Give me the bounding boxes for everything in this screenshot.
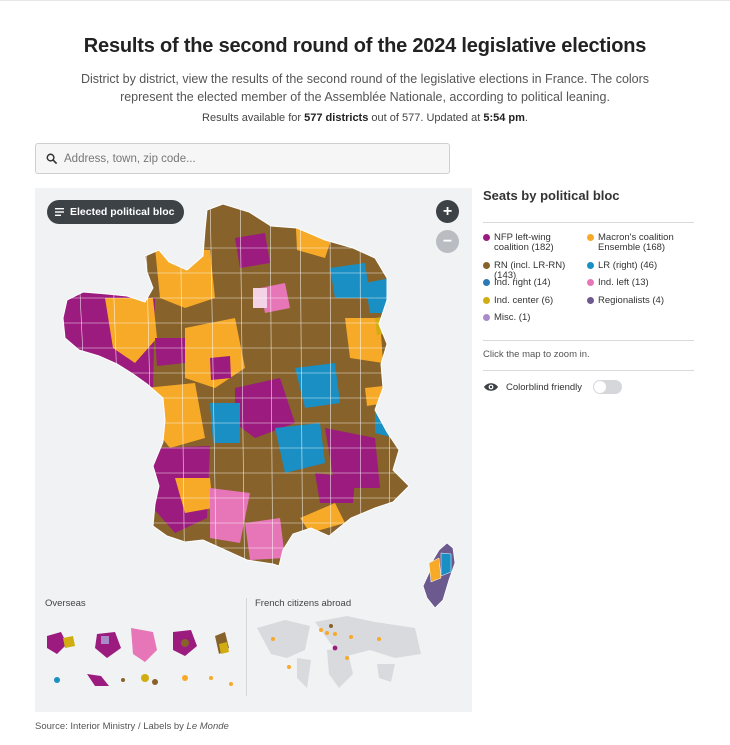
source-outlet: Le Monde [186,721,229,732]
list-icon [55,208,64,216]
legend-item-rn: RN (incl. LR-RN) (143) [483,261,583,281]
legend-item-ind-right: Ind. right (14) [483,278,583,288]
legend-item-lr: LR (right) (46) [587,261,687,271]
legend-label: Ind. right (14) [494,277,551,288]
legend-divider-mid [483,340,694,341]
overseas-territories[interactable] [47,628,233,686]
results-time: 5:54 pm [483,112,525,124]
legend-swatch [483,279,490,286]
legend-label: Macron's coalition Ensemble (168) [598,232,674,253]
results-prefix: Results available for [202,112,302,124]
source-credit: Source: Interior Ministry / Labels by Le… [35,721,229,732]
legend-swatch [587,297,594,304]
map-mode-label: Elected political bloc [70,206,175,218]
results-status: Results available for 577 districts out … [0,112,730,124]
results-mid: out of 577. Updated at [371,112,481,124]
legend-divider-bottom [483,370,694,371]
legend-label: Ind. center (6) [494,295,554,306]
inset-divider [246,598,247,696]
source-prefix: Source: Interior Ministry / Labels by [35,721,184,732]
page-subtitle: District by district, view the results o… [80,72,650,104]
results-suffix: . [524,112,528,124]
abroad-label: French citizens abroad [255,598,352,609]
legend-swatch [587,279,594,286]
legend-swatch [483,262,490,269]
map-mode-button[interactable]: Elected political bloc [47,200,185,224]
colorblind-row[interactable]: Colorblind friendly [483,380,623,394]
legend-item-ensemble: Macron's coalition Ensemble (168) [587,233,687,253]
page-title: Results of the second round of the 2024 … [83,35,647,57]
search-input[interactable] [64,152,444,165]
overseas-label: Overseas [45,598,86,609]
search-icon [46,153,57,164]
legend-item-ind-center: Ind. center (6) [483,296,583,306]
colorblind-label: Colorblind friendly [506,381,583,393]
legend-label: Regionalists (4) [598,295,664,306]
legend-label: NFP left-wing coalition (182) [494,232,554,253]
zoom-hint: Click the map to zoom in. [483,349,590,360]
legend-label: Ind. left (13) [598,277,649,288]
eye-icon [484,383,498,391]
legend-item-misc: Misc. (1) [483,313,583,323]
legend-swatch [587,234,594,241]
corsica[interactable] [422,542,456,609]
legend-item-ind-left: Ind. left (13) [587,278,687,288]
legend-item-nfp: NFP left-wing coalition (182) [483,233,583,253]
legend-label: LR (right) (46) [598,260,658,271]
legend-swatch [483,234,490,241]
legend-item-regionalists: Regionalists (4) [587,296,687,306]
legend-label: Misc. (1) [494,312,531,323]
legend-title: Seats by political bloc [483,188,620,203]
zoom-out-button[interactable]: − [436,230,459,253]
legend-divider-top [483,222,694,223]
top-divider [0,0,730,1]
legend-swatch [483,314,490,321]
legend-label: RN (incl. LR-RN) (143) [494,260,566,281]
legend-swatch [483,297,490,304]
results-count: 577 districts [304,112,369,124]
zoom-in-button[interactable]: + [436,200,459,223]
colorblind-toggle[interactable] [593,380,623,394]
france-map[interactable] [35,188,472,712]
abroad-world-map[interactable] [257,616,421,688]
legend-swatch [587,262,594,269]
map-panel[interactable]: Elected political bloc + − Overseas Fren… [35,188,472,712]
search-box[interactable] [35,143,450,174]
